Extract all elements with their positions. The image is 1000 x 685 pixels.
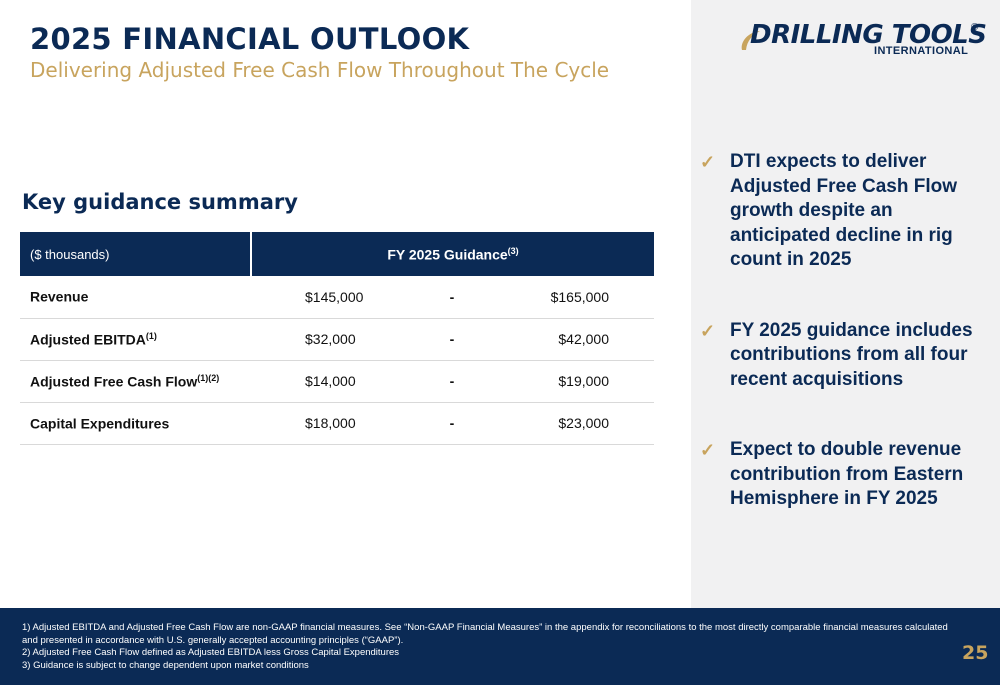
right-panel: [691, 0, 1000, 608]
high-value: $165,000: [550, 288, 609, 305]
footer-bar: 1) Adjusted EBITDA and Adjusted Free Cas…: [0, 608, 1000, 685]
key-point: ✓ DTI expects to deliver Adjusted Free C…: [700, 150, 990, 273]
key-point-text: FY 2025 guidance includes contributions …: [730, 319, 973, 390]
guidance-header: FY 2025 Guidance(3): [251, 232, 654, 276]
key-point-text: DTI expects to deliver Adjusted Free Cas…: [730, 151, 957, 270]
key-points-list: ✓ DTI expects to deliver Adjusted Free C…: [700, 150, 990, 558]
checkmark-icon: ✓: [700, 440, 716, 460]
checkmark-icon: ✓: [700, 320, 716, 341]
guidance-header-label: FY 2025 Guidance: [387, 246, 508, 263]
footnote: 1) Adjusted EBITDA and Adjusted Free Cas…: [22, 622, 948, 646]
high-value: $42,000: [558, 331, 609, 347]
footnotes: 1) Adjusted EBITDA and Adjusted Free Cas…: [22, 622, 962, 672]
table-header-row: ($ thousands) FY 2025 Guidance(3): [20, 232, 654, 276]
metric-label: Adjusted EBITDA(1): [30, 330, 157, 348]
section-heading: Key guidance summary: [22, 190, 298, 214]
range-dash: -: [449, 415, 455, 431]
range-dash: -: [449, 373, 455, 389]
page-number: 25: [962, 642, 989, 664]
logo-swoosh-icon: [741, 31, 760, 50]
metric-label: Capital Expenditures: [30, 415, 170, 432]
footnote: 3) Guidance is subject to change depende…: [22, 659, 309, 671]
units-header: ($ thousands): [20, 232, 252, 276]
low-value: $18,000: [305, 415, 356, 431]
metric-label: Revenue: [30, 289, 89, 306]
table-row: Adjusted EBITDA(1) $32,000 - $42,000: [20, 318, 654, 360]
logo-subtitle: INTERNATIONAL: [874, 45, 969, 57]
key-point: ✓ Expect to double revenue contribution …: [700, 438, 990, 512]
range-dash: -: [449, 288, 455, 305]
table-row: Adjusted Free Cash Flow(1)(2) $14,000 - …: [20, 360, 654, 402]
range-dash: -: [449, 331, 455, 347]
low-value: $14,000: [305, 373, 356, 389]
page-title: 2025 FINANCIAL OUTLOOK: [30, 22, 470, 56]
low-value: $145,000: [305, 288, 364, 305]
table-row: Capital Expenditures $18,000 - $23,000: [20, 402, 654, 444]
guidance-footnote-ref: (3): [507, 245, 519, 256]
logo-wordmark: DRILLING TOOLS: [750, 20, 987, 50]
page-subtitle: Delivering Adjusted Free Cash Flow Throu…: [30, 58, 610, 82]
footnote: 2) Adjusted Free Cash Flow defined as Ad…: [22, 647, 400, 658]
checkmark-icon: ✓: [700, 152, 716, 172]
key-point-text: Expect to double revenue contribution fr…: [730, 439, 964, 509]
metric-label: Adjusted Free Cash Flow(1)(2): [30, 372, 220, 390]
high-value: $23,000: [558, 415, 609, 431]
company-logo: DRILLING TOOLS ® INTERNATIONAL: [738, 20, 987, 62]
high-value: $19,000: [558, 373, 609, 389]
logo-registered-mark: ®: [971, 22, 979, 33]
key-point: ✓ FY 2025 guidance includes contribution…: [700, 319, 990, 393]
guidance-table: ($ thousands) FY 2025 Guidance(3) Revenu…: [20, 232, 654, 445]
low-value: $32,000: [305, 331, 356, 347]
table-row: Revenue $145,000 - $165,000: [20, 276, 654, 318]
